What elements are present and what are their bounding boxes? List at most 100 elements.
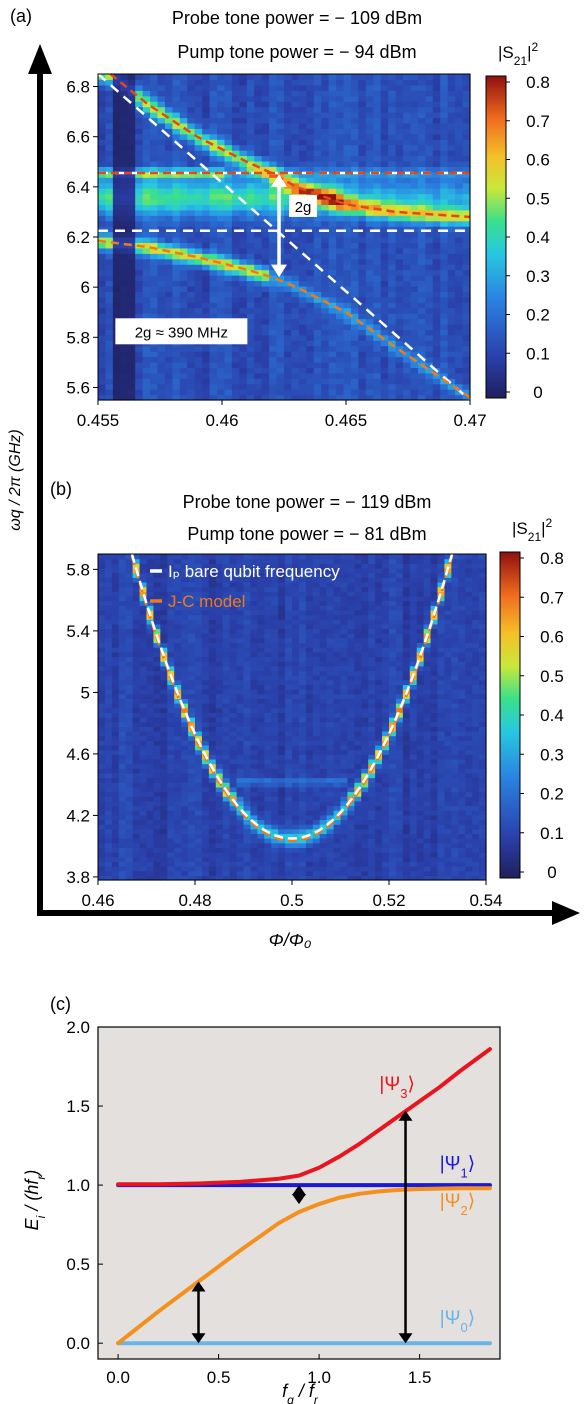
heatmap-cell: [174, 651, 182, 658]
heatmap-cell: [146, 637, 155, 644]
colorbar-tick-label: 0.4: [526, 228, 550, 247]
heatmap-cell: [455, 291, 464, 298]
heatmap-cell: [125, 754, 134, 760]
heatmap-cell: [98, 777, 106, 783]
heatmap-cell: [98, 586, 106, 592]
heatmap-cell: [373, 253, 382, 260]
heatmap-cell: [373, 166, 382, 173]
heatmap-cell: [195, 689, 203, 695]
heatmap-cell: [306, 340, 315, 347]
heatmap-cell: [250, 744, 258, 751]
heatmap-cell: [104, 763, 113, 769]
heatmap-cell: [195, 777, 203, 783]
heatmap-cell: [118, 852, 127, 858]
heatmap-cell: [328, 101, 337, 108]
arrow-label-box: [289, 194, 318, 217]
panel-a-probe: Probe tone power = − 109 dBm: [172, 8, 422, 28]
heatmap-cell: [153, 772, 161, 779]
heatmap-cell: [174, 740, 182, 746]
heatmap-cell: [98, 735, 106, 741]
heatmap-cell: [276, 280, 285, 287]
heatmap-cell: [179, 280, 188, 287]
heatmap-cell: [440, 361, 449, 368]
heatmap-cell: [321, 74, 330, 81]
heatmap-cell: [236, 847, 245, 853]
heatmap-cell: [195, 605, 203, 611]
heatmap-cell: [236, 712, 245, 718]
heatmap-cell: [447, 128, 456, 135]
heatmap-cell: [132, 693, 141, 699]
heatmap-cell: [380, 84, 389, 91]
heatmap-cell: [217, 150, 226, 157]
heatmap-cell: [150, 101, 159, 108]
heatmap-cell: [98, 819, 106, 825]
heatmap-cell: [153, 712, 161, 718]
heatmap-cell: [105, 334, 114, 341]
heatmap-cell: [229, 726, 238, 732]
heatmap-cell: [135, 215, 144, 222]
heatmap-cell: [410, 198, 419, 205]
heatmap-cell: [358, 323, 367, 330]
heatmap-cell: [236, 651, 245, 658]
heatmap-cell: [187, 226, 196, 233]
heatmap-cell: [139, 768, 148, 774]
heatmap-cell: [380, 128, 389, 135]
heatmap-cell: [195, 786, 203, 793]
heatmap-cell: [98, 866, 106, 872]
heatmap-cell: [231, 106, 240, 113]
heatmap-cell: [209, 95, 218, 102]
heatmap-cell: [195, 833, 203, 839]
heatmap-cell: [217, 231, 226, 238]
heatmap-cell: [261, 323, 270, 330]
heatmap-cell: [298, 275, 307, 282]
heatmap-cell: [388, 340, 397, 347]
heatmap-cell: [142, 144, 151, 151]
heatmap-cell: [150, 285, 159, 292]
heatmap-cell: [181, 838, 189, 844]
heatmap-cell: [146, 642, 155, 648]
heatmap-cell: [195, 684, 203, 690]
heatmap-cell: [336, 193, 345, 200]
heatmap-cell: [125, 786, 134, 793]
heatmap-cell: [417, 275, 426, 282]
heatmap-cell: [139, 866, 148, 872]
heatmap-cell: [164, 269, 173, 276]
heatmap-cell: [208, 698, 217, 704]
heatmap-cell: [321, 247, 330, 254]
heatmap-cell: [264, 567, 272, 574]
heatmap-cell: [350, 226, 359, 233]
heatmap-cell: [313, 285, 322, 292]
heatmap-cell: [373, 285, 382, 292]
heatmap-cell: [403, 372, 412, 379]
heatmap-cell: [202, 193, 211, 200]
heatmap-cell: [229, 856, 238, 862]
heatmap-cell: [306, 231, 315, 238]
heatmap-cell: [350, 144, 359, 151]
heatmap-cell: [257, 777, 265, 783]
heatmap-cell: [246, 351, 255, 358]
heatmap-cell: [284, 122, 293, 129]
heatmap-cell: [105, 361, 114, 368]
heatmap-cell: [403, 177, 412, 184]
heatmap-cell: [104, 782, 113, 788]
heatmap-cell: [425, 296, 434, 303]
heatmap-cell: [125, 619, 134, 625]
heatmap-cell: [188, 800, 196, 807]
heatmap-cell: [373, 204, 382, 211]
heatmap-cell: [250, 651, 258, 658]
heatmap-cell: [160, 614, 168, 620]
heatmap-cell: [321, 345, 330, 352]
heatmap-cell: [250, 828, 258, 835]
heatmap-cell: [153, 852, 161, 858]
heatmap-cell: [187, 258, 196, 265]
heatmap-cell: [365, 340, 374, 347]
heatmap-cell: [261, 383, 270, 390]
heatmap-cell: [395, 361, 404, 368]
heatmap-cell: [135, 389, 144, 396]
heatmap-cell: [365, 237, 374, 244]
heatmap-cell: [187, 367, 196, 374]
heatmap-cell: [209, 117, 218, 124]
heatmap-cell: [215, 567, 224, 574]
heatmap-cell: [236, 875, 245, 881]
heatmap-cell: [380, 275, 389, 282]
